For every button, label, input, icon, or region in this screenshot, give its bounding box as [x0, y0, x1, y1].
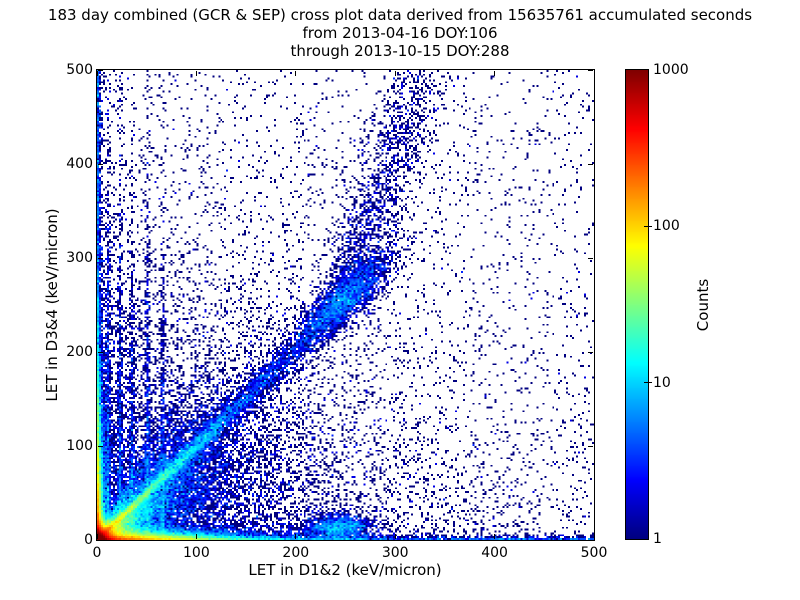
colorbar-gradient-canvas [626, 70, 648, 539]
x-tick-mark [593, 71, 595, 76]
y-tick-label: 200 [66, 344, 93, 360]
chart-title-line-2: from 2013-04-16 DOY:106 [302, 24, 498, 42]
y-tick-mark [588, 351, 593, 353]
x-tick-mark [295, 534, 297, 539]
y-tick-label: 500 [66, 62, 93, 78]
colorbar [625, 69, 649, 540]
chart-title-line-1: 183 day combined (GCR & SEP) cross plot … [47, 6, 753, 24]
plot-area [96, 69, 595, 541]
y-tick-mark [588, 163, 593, 165]
colorbar-tick-label: 1 [653, 531, 662, 547]
colorbar-tick-label: 100 [653, 218, 680, 235]
y-axis-label: LET in D3&4 (keV/micron) [43, 208, 61, 402]
x-tick-mark [394, 71, 396, 76]
chart-title-line-3: through 2013-10-15 DOY:288 [290, 42, 510, 60]
x-tick-label: 500 [580, 545, 608, 561]
colorbar-tick-mark [644, 225, 652, 227]
y-tick-mark [588, 539, 593, 541]
y-tick-mark [98, 445, 103, 447]
x-tick-mark [593, 534, 595, 539]
x-axis-label: LET in D1&2 (keV/micron) [248, 561, 442, 579]
x-tick-label: 200 [282, 545, 310, 561]
y-tick-mark [588, 69, 593, 71]
y-tick-mark [98, 69, 103, 71]
x-tick-mark [195, 71, 197, 76]
x-tick-mark [96, 534, 98, 539]
y-tick-mark [98, 351, 103, 353]
x-tick-label: 100 [183, 545, 210, 561]
x-tick-mark [494, 71, 496, 76]
y-tick-mark [98, 539, 103, 541]
colorbar-label: Counts [694, 278, 712, 332]
y-tick-mark [98, 163, 103, 165]
x-tick-mark [394, 534, 396, 539]
y-tick-mark [98, 257, 103, 259]
chart-title: 183 day combined (GCR & SEP) cross plot … [0, 6, 800, 60]
y-tick-label: 0 [84, 532, 93, 548]
colorbar-tick-label: 1000 [653, 62, 689, 78]
y-tick-label: 400 [66, 156, 93, 172]
x-tick-mark [195, 534, 197, 539]
x-tick-mark [295, 71, 297, 76]
x-tick-mark [494, 534, 496, 539]
colorbar-tick-mark [644, 382, 652, 384]
x-tick-label: 300 [381, 545, 409, 561]
y-tick-label: 100 [66, 438, 93, 454]
y-tick-label: 300 [66, 250, 93, 266]
heatmap-canvas [97, 70, 594, 540]
y-tick-mark [588, 445, 593, 447]
x-tick-label: 0 [92, 545, 102, 561]
colorbar-tick-label: 10 [653, 374, 671, 391]
x-tick-label: 400 [481, 545, 508, 561]
x-tick-mark [96, 71, 98, 76]
y-tick-mark [588, 257, 593, 259]
